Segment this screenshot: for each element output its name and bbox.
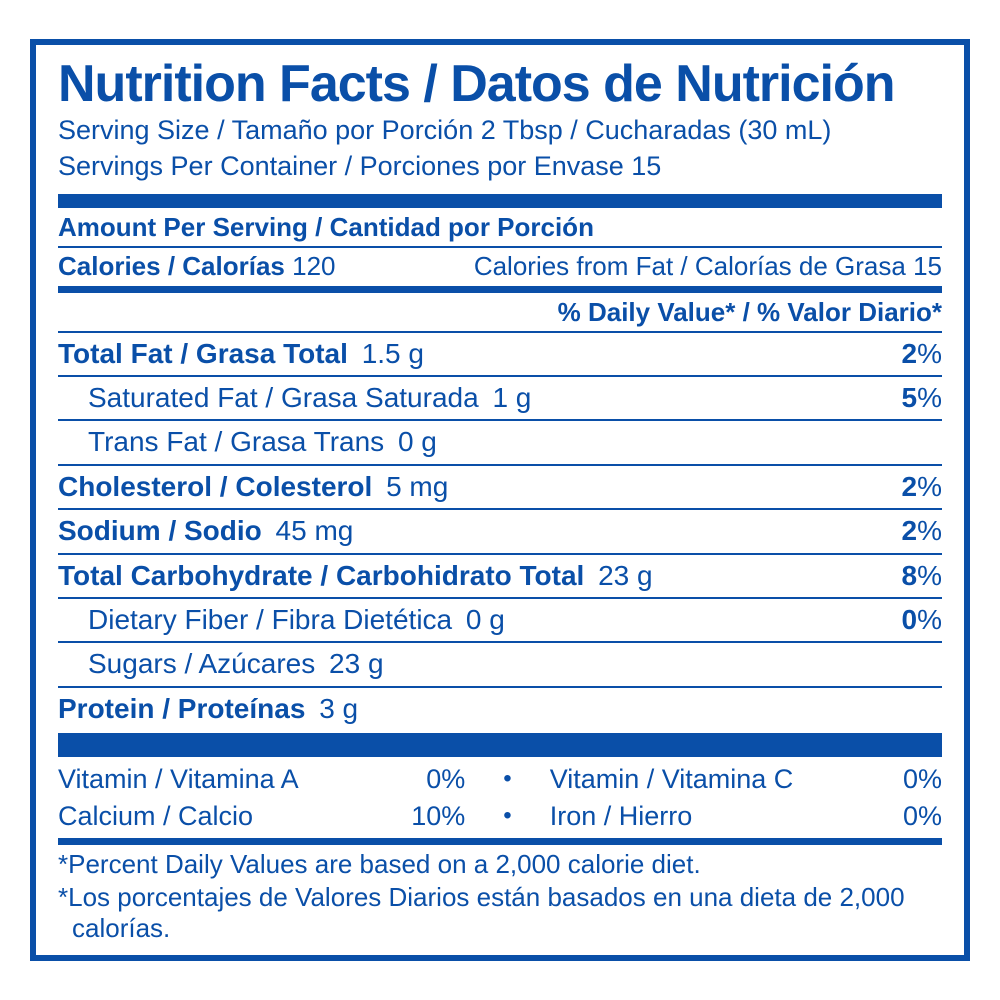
amount-per-serving-header: Amount Per Serving / Cantidad por Porció…	[58, 212, 942, 243]
sodium-label: Sodium / Sodio	[58, 515, 262, 546]
row-trans-fat: Trans Fat / Grasa Trans 0 g	[58, 424, 942, 460]
divider	[58, 375, 942, 377]
calories-value: 120	[292, 251, 335, 281]
divider	[58, 246, 942, 248]
divider	[58, 641, 942, 643]
divider	[58, 508, 942, 510]
sugars-amount: 23 g	[329, 648, 384, 679]
iron-pct: 0%	[883, 798, 942, 834]
row-sat-fat: Saturated Fat / Grasa Saturada 1 g 5%	[58, 380, 942, 416]
divider	[58, 331, 942, 333]
sugars-label: Sugars / Azúcares	[88, 648, 315, 679]
daily-value-header: % Daily Value* / % Valor Diario*	[58, 297, 942, 328]
protein-label: Protein / Proteínas	[58, 693, 305, 724]
carb-label: Total Carbohydrate / Carbohidrato Total	[58, 560, 584, 591]
fiber-pct: 0%	[902, 602, 942, 638]
fiber-amount: 0 g	[466, 604, 505, 635]
row-sugars: Sugars / Azúcares 23 g	[58, 646, 942, 682]
total-fat-pct: 2%	[902, 336, 942, 372]
total-fat-label: Total Fat / Grasa Total	[58, 338, 348, 369]
divider-heavy	[58, 733, 942, 757]
sat-fat-label: Saturated Fat / Grasa Saturada	[88, 382, 479, 413]
cholesterol-pct: 2%	[902, 469, 942, 505]
carb-amount: 23 g	[598, 560, 653, 591]
sodium-amount: 45 mg	[276, 515, 354, 546]
trans-fat-amount: 0 g	[398, 426, 437, 457]
row-carb: Total Carbohydrate / Carbohidrato Total …	[58, 558, 942, 594]
bullet-icon: •	[483, 763, 531, 795]
vitamin-grid: Vitamin / Vitamina A 0% • Vitamin / Vita…	[58, 761, 942, 834]
iron-label: Iron / Hierro	[550, 798, 865, 834]
protein-amount: 3 g	[319, 693, 358, 724]
row-total-fat: Total Fat / Grasa Total 1.5 g 2%	[58, 336, 942, 372]
calories-label: Calories / Calorías	[58, 251, 285, 281]
divider-med	[58, 838, 942, 845]
divider	[58, 464, 942, 466]
sat-fat-pct: 5%	[902, 380, 942, 416]
fiber-label: Dietary Fiber / Fibra Dietética	[88, 604, 452, 635]
row-cholesterol: Cholesterol / Colesterol 5 mg 2%	[58, 469, 942, 505]
sodium-pct: 2%	[902, 513, 942, 549]
calories-row: Calories / Calorías 120 Calories from Fa…	[58, 251, 942, 282]
row-fiber: Dietary Fiber / Fibra Dietética 0 g 0%	[58, 602, 942, 638]
divider	[58, 553, 942, 555]
servings-per-container: Servings Per Container / Porciones por E…	[58, 150, 942, 184]
sat-fat-amount: 1 g	[492, 382, 531, 413]
title: Nutrition Facts / Datos de Nutrición	[58, 57, 942, 112]
divider	[58, 419, 942, 421]
calories-from-fat: Calories from Fat / Calorías de Grasa 15	[474, 251, 942, 282]
vitamin-a-label: Vitamin / Vitamina A	[58, 761, 373, 797]
cholesterol-label: Cholesterol / Colesterol	[58, 471, 372, 502]
row-protein: Protein / Proteínas 3 g	[58, 691, 942, 727]
carb-pct: 8%	[902, 558, 942, 594]
footnote-en: *Percent Daily Values are based on a 2,0…	[58, 849, 942, 880]
row-sodium: Sodium / Sodio 45 mg 2%	[58, 513, 942, 549]
vitamin-c-label: Vitamin / Vitamina C	[550, 761, 865, 797]
cholesterol-amount: 5 mg	[386, 471, 448, 502]
calcium-pct: 10%	[391, 798, 465, 834]
calcium-label: Calcium / Calcio	[58, 798, 373, 834]
vitamin-a-pct: 0%	[391, 761, 465, 797]
divider-thick	[58, 194, 942, 208]
divider-med	[58, 286, 942, 293]
nutrition-label: Nutrition Facts / Datos de Nutrición Ser…	[30, 39, 970, 960]
footnote-es: *Los porcentajes de Valores Diarios está…	[58, 882, 942, 944]
divider	[58, 686, 942, 688]
divider	[58, 597, 942, 599]
trans-fat-label: Trans Fat / Grasa Trans	[88, 426, 384, 457]
vitamin-c-pct: 0%	[883, 761, 942, 797]
bullet-icon: •	[483, 800, 531, 832]
total-fat-amount: 1.5 g	[362, 338, 424, 369]
serving-size: Serving Size / Tamaño por Porción 2 Tbsp…	[58, 114, 942, 148]
